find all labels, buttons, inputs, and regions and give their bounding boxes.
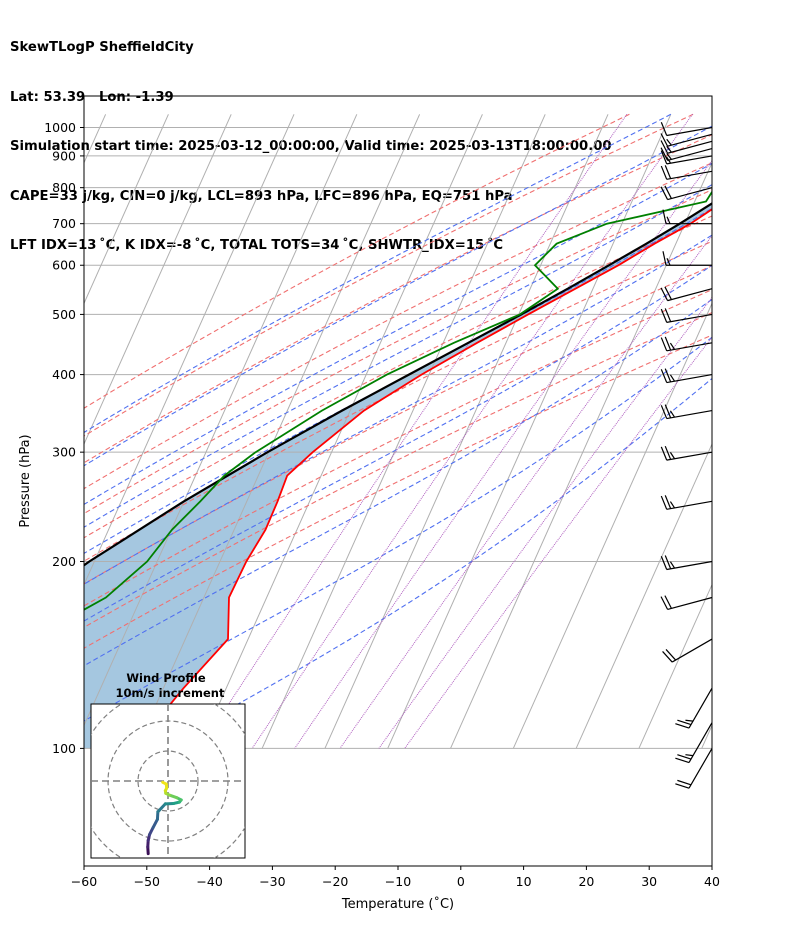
y-tick-label: 600 — [52, 258, 76, 273]
dry-adiabat — [84, 215, 712, 539]
mixing-ratio-line — [251, 114, 693, 749]
x-tick-label: 10 — [516, 874, 532, 889]
y-tick-label: 100 — [52, 741, 76, 756]
dry-adiabat — [84, 265, 712, 585]
x-tick-label: 40 — [704, 874, 720, 889]
x-tick-label: −10 — [385, 874, 411, 889]
hodograph-segment — [156, 802, 167, 814]
x-tick-label: −30 — [259, 874, 285, 889]
moist-adiabat — [84, 234, 712, 585]
isotherm-line — [638, 583, 712, 749]
x-tick-label: 0 — [457, 874, 465, 889]
inset-title: Wind Profile — [126, 671, 206, 685]
dry-adiabat — [84, 240, 712, 562]
mixing-ratio-line — [199, 114, 628, 749]
wind-barb — [660, 495, 713, 510]
x-tick-label: −50 — [134, 874, 160, 889]
moist-adiabat — [158, 377, 712, 749]
isotherm-line — [0, 114, 43, 748]
wind-barb — [660, 595, 713, 610]
isotherm-line — [84, 114, 295, 586]
isotherm-line — [198, 114, 483, 749]
wind-barb — [660, 147, 713, 162]
mixing-ratio-line — [404, 336, 712, 749]
isotherm-line — [324, 114, 609, 749]
moist-adiabat — [84, 336, 712, 722]
x-tick-label: 30 — [641, 874, 657, 889]
moist-adiabat — [84, 162, 712, 506]
y-tick-label: 1000 — [44, 120, 76, 135]
wind-barb — [660, 150, 713, 165]
x-tick-label: −60 — [71, 874, 97, 889]
dry-adiabat — [84, 288, 712, 607]
wind-barb — [660, 140, 713, 154]
y-tick-label: 900 — [52, 148, 76, 163]
wind-barb — [660, 133, 713, 147]
hodo-ring — [137, 750, 199, 812]
y-tick-label: 400 — [52, 367, 76, 382]
isotherm-line — [701, 724, 712, 749]
chart-header: SkewTLogP SheffieldCity Lat: 53.39 Lon: … — [10, 7, 612, 271]
wind-barb — [662, 251, 712, 266]
isotherm-line — [136, 114, 421, 749]
wind-barb — [660, 336, 713, 352]
wind-barb — [660, 555, 713, 571]
y-tick-label: 800 — [52, 180, 76, 195]
y-tick-label: 700 — [52, 216, 76, 231]
isotherm-line — [84, 114, 232, 446]
chart-title: SkewTLogP SheffieldCity — [10, 40, 194, 55]
x-axis-label: Temperature (˚C) — [341, 896, 454, 912]
parcel-profile-line — [84, 202, 712, 567]
location-line: Lat: 53.39 Lon: -1.39 — [10, 89, 174, 105]
x-tick-label: −40 — [196, 874, 222, 889]
wind-barb — [662, 638, 713, 663]
hodograph-segment — [161, 780, 168, 786]
moist-adiabat — [84, 207, 712, 555]
isotherm-line — [84, 114, 358, 727]
inset-subtitle: 10m/s increment — [116, 686, 225, 700]
dewpoint-line — [84, 190, 712, 611]
wind-barb — [660, 404, 713, 420]
cape-line: CAPE=33 j/kg, CIN=0 j/kg, LCL=893 hPa, L… — [10, 188, 513, 204]
y-tick-label: 300 — [52, 445, 76, 460]
isotherm-line — [575, 442, 712, 749]
y-axis-label: Pressure (hPa) — [18, 434, 33, 527]
temperature-line — [133, 208, 712, 749]
wind-barb — [660, 165, 713, 180]
isotherm-line — [512, 302, 712, 749]
wind-barb — [662, 209, 712, 225]
isotherm-line — [84, 114, 169, 305]
moist-adiabat — [84, 264, 712, 622]
mixing-ratio-line — [378, 296, 712, 749]
mixing-ratio-line — [339, 234, 712, 749]
wind-barb — [675, 722, 713, 764]
x-tick-label: −20 — [322, 874, 348, 889]
y-tick-label: 200 — [52, 554, 76, 569]
isotherm-line — [765, 114, 794, 748]
wind-barb — [660, 185, 713, 201]
y-tick-label: 500 — [52, 307, 76, 322]
wind-barb — [660, 308, 713, 323]
cape-cin-shading — [84, 203, 712, 749]
isotherm-line — [261, 114, 546, 749]
dry-adiabat — [84, 189, 712, 515]
wind-barb — [675, 687, 713, 729]
mixing-ratio-line — [294, 159, 712, 749]
isotherm-line — [450, 161, 712, 749]
moist-adiabat — [84, 113, 672, 434]
dry-adiabat — [84, 113, 630, 409]
dry-adiabat — [84, 312, 712, 629]
wind-barb — [660, 368, 713, 384]
x-tick-label: 20 — [578, 874, 594, 889]
wind-barb — [675, 748, 713, 789]
wind-barb — [660, 121, 713, 137]
wind-barb — [660, 286, 713, 302]
wind-barb — [660, 445, 713, 461]
hodograph-segment — [151, 817, 159, 830]
